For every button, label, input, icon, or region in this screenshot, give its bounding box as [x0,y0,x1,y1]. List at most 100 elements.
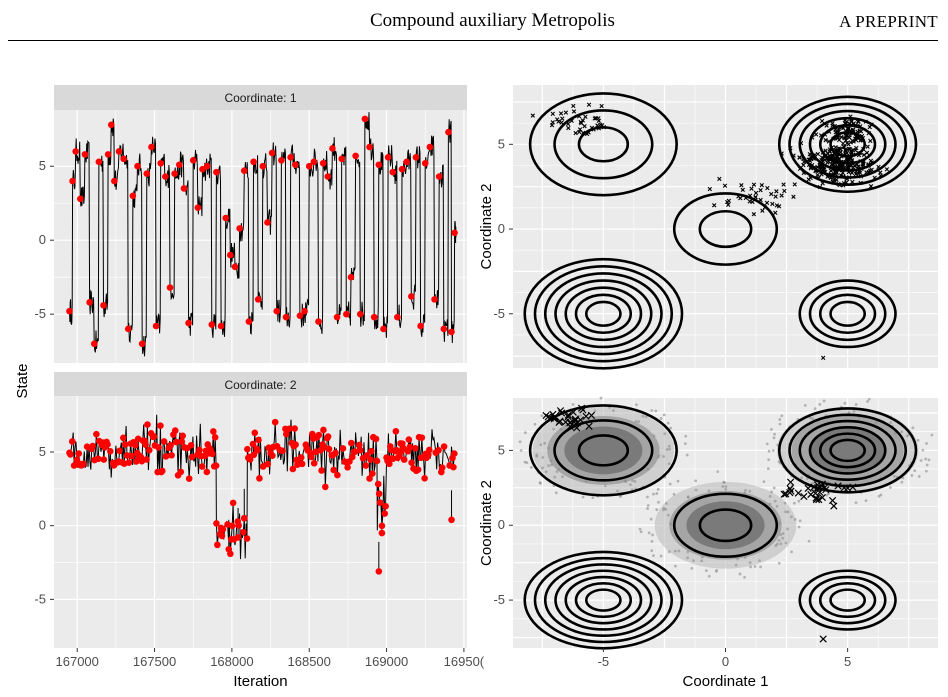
accepted-point [129,192,137,200]
sample-point [662,508,665,512]
sample-point [771,449,775,452]
accepted-point [107,121,115,129]
accepted-point [324,433,332,440]
accepted-point [366,475,373,482]
sample-point [722,480,726,484]
x-tick-label: 5 [844,654,851,669]
accepted-point [229,499,237,507]
sample-point [715,569,719,572]
sample-point [784,541,788,545]
accepted-point [414,466,422,474]
x-tick-label: 16950( [444,654,485,669]
accepted-point [366,143,373,151]
sample-point [913,469,917,472]
sample-point [778,521,781,525]
sample-point [667,462,671,466]
sample-point [866,400,869,403]
contour-ring [798,279,897,349]
accepted-point [264,460,272,468]
sample-cross [550,111,555,116]
x-tick-label: 168500 [288,654,331,669]
sample-point [790,515,793,519]
accepted-point [400,456,408,463]
sample-point [549,459,553,463]
accepted-point [188,453,196,461]
sample-point [734,563,738,567]
contour-ring [777,95,918,194]
contour-ring [533,556,674,644]
sample-point [900,480,904,484]
accepted-point [210,428,217,435]
accepted-point [255,436,262,444]
sample-cross [769,191,774,197]
contour-ring [543,563,663,638]
x-tick-label: -5 [598,654,610,669]
sample-point [772,436,776,440]
sample-cross [833,155,838,161]
sample-cross [749,186,754,191]
sample-point [655,492,659,495]
header-rule [8,40,938,41]
sample-point [724,487,728,491]
sample-point [638,527,642,531]
contour-ring [798,419,897,482]
sample-point [783,501,787,505]
sample-point [652,434,656,438]
sample-point [707,574,711,578]
sample-point [663,432,667,436]
facet-strip-label: Coordinate: 1 [224,91,296,105]
x-axis-title: Coordinate 1 [683,673,769,690]
sample-cross [829,161,835,167]
sample-cloud-core [564,426,643,475]
accepted-point [375,161,383,169]
sample-cross [582,124,587,129]
running-head: Compound auxiliary Metropolis A PREPRINT [0,6,948,41]
accepted-point [440,325,448,333]
accepted-point [412,154,420,161]
accepted-point [380,325,387,333]
sample-cross [815,151,821,157]
sample-point [657,500,660,504]
sample-point [631,479,634,483]
sample-point [775,542,779,546]
contour-ring [672,192,779,266]
accepted-point [369,470,376,477]
sample-cross [812,494,820,502]
sample-point [535,455,539,458]
accepted-point [175,161,183,169]
accepted-point [231,263,239,271]
accepted-point [171,427,179,434]
accepted-point [125,459,133,466]
sample-point [772,486,776,490]
sample-point [541,456,545,459]
accepted-point [162,453,170,460]
sample-point [662,413,666,417]
sample-point [808,416,812,420]
accepted-point [120,155,127,163]
sample-point [581,495,585,499]
sample-point [669,522,672,526]
sample-point [519,449,523,452]
sample-point [927,458,931,462]
sample-point [700,555,704,559]
accepted-point [134,162,141,170]
sample-point [767,458,771,462]
sample-cross [740,187,745,193]
accepted-point [338,155,346,163]
sample-cross [787,478,795,486]
accepted-point [425,446,433,454]
accepted-point [368,447,375,455]
sample-cross [758,187,763,193]
sample-point [773,432,776,436]
contour-ring [788,102,908,186]
contour-ring [808,575,887,625]
sample-point [767,449,771,453]
sample-point [656,455,660,459]
sample-point [616,489,619,493]
accepted-point [214,541,221,549]
facet-strip [54,372,467,396]
sample-point [925,463,929,467]
sample-point [651,533,654,537]
sample-cross [712,203,717,208]
accepted-point [356,310,364,318]
